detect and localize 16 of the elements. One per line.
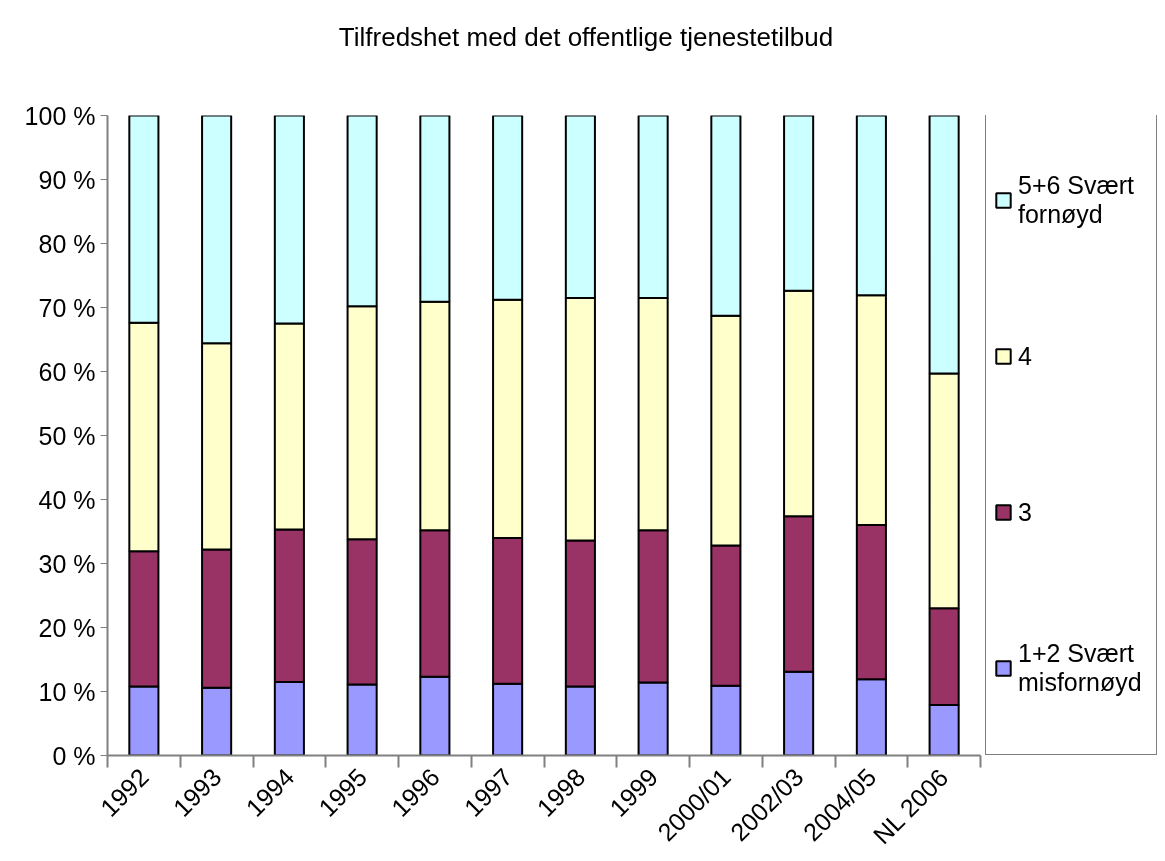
y-tick-label: 70 %	[38, 293, 96, 322]
y-tick-label: 40 %	[38, 485, 96, 514]
legend-label: 4	[1018, 340, 1033, 372]
y-tick-label: 50 %	[38, 421, 96, 450]
y-tick-label: 30 %	[38, 549, 96, 578]
y-tick-label: 80 %	[38, 229, 96, 258]
y-tick-label: 100 %	[24, 101, 96, 130]
y-tick-label: 90 %	[38, 165, 96, 194]
y-tick-label: 20 %	[38, 613, 96, 642]
y-tick-label: 10 %	[38, 677, 96, 706]
chart-title: Tilfredshet med det offentlige tjenestetilbud	[338, 22, 834, 52]
y-tick-label: 0 %	[52, 741, 96, 770]
legend-label: 1+2 Svært misfornøyd	[1018, 638, 1143, 698]
y-tick-label: 60 %	[38, 357, 96, 386]
legend-label: 3	[1018, 496, 1033, 528]
legend-label: 5+6 Svært fornøyd	[1018, 170, 1136, 230]
